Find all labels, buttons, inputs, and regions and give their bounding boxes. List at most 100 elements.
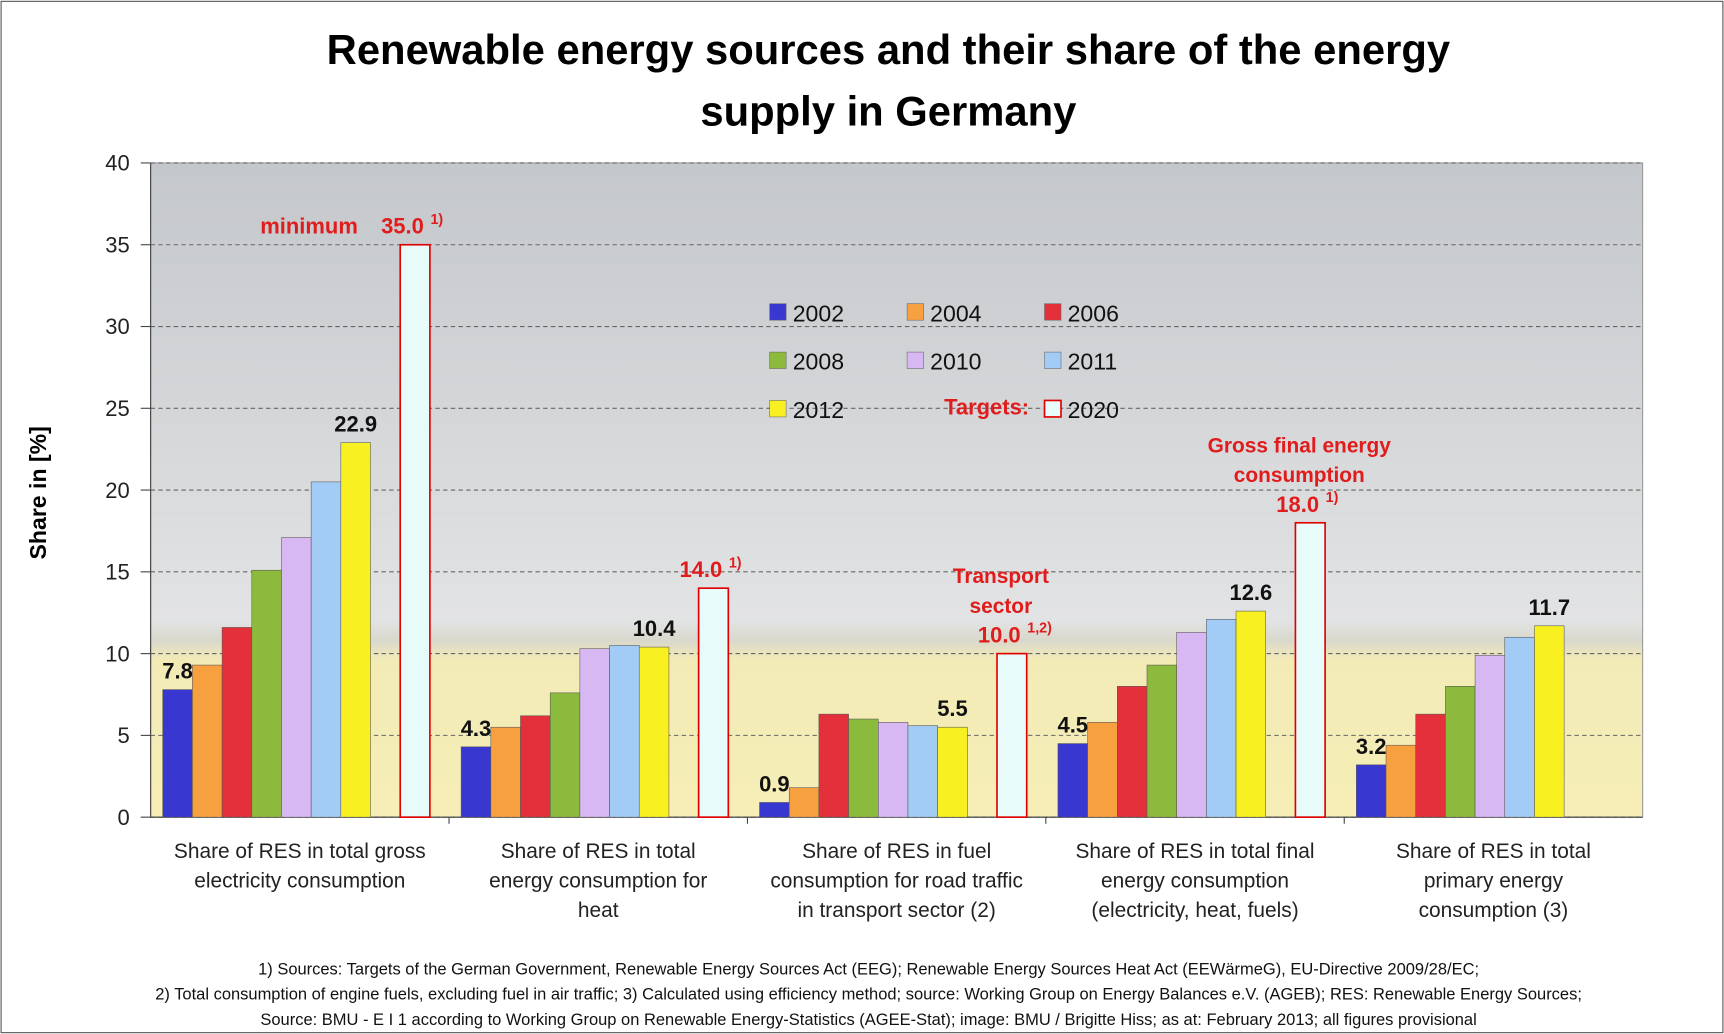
bar xyxy=(1176,632,1207,818)
bar xyxy=(1206,618,1237,818)
bar xyxy=(907,725,938,818)
y-tick-label: 25 xyxy=(105,396,129,421)
data-label: 5.5 xyxy=(937,696,968,721)
y-axis-label: Share in [%] xyxy=(25,426,51,559)
legend-label: 2010 xyxy=(930,349,981,375)
bar xyxy=(579,648,610,818)
bar xyxy=(996,652,1028,818)
bar xyxy=(192,664,223,818)
chart-title: Renewable energy sources and their share… xyxy=(327,26,1450,73)
annotation: minimum xyxy=(260,214,358,239)
bar xyxy=(937,726,968,818)
legend-swatch xyxy=(906,351,924,369)
y-tick-label: 20 xyxy=(105,478,129,503)
legend-swatch xyxy=(769,351,787,369)
legend-label: 2020 xyxy=(1068,397,1119,423)
footnote: Source: BMU - E I 1 according to Working… xyxy=(260,1011,1476,1029)
x-tick-label: Share of RES in total gross xyxy=(174,840,426,863)
bar xyxy=(818,713,849,818)
x-tick-label: consumption (3) xyxy=(1419,899,1569,922)
bar xyxy=(1415,713,1446,818)
bar xyxy=(697,587,730,818)
bar xyxy=(609,645,640,818)
x-tick-label: electricity consumption xyxy=(194,870,405,893)
legend-swatch xyxy=(1044,303,1062,321)
data-label: 22.9 xyxy=(334,412,377,437)
bar xyxy=(1356,764,1387,818)
annotation-note: 1) xyxy=(430,212,443,228)
legend-swatch xyxy=(906,303,924,321)
data-label: 0.9 xyxy=(759,771,790,796)
bar xyxy=(281,537,312,818)
data-label: 4.5 xyxy=(1057,713,1088,738)
bar xyxy=(1534,625,1565,818)
legend-label: 2008 xyxy=(793,349,844,375)
x-tick-label: heat xyxy=(578,899,619,922)
annotation: consumption xyxy=(1234,464,1365,487)
bar xyxy=(1235,610,1267,818)
x-tick-label: energy consumption for xyxy=(489,870,707,893)
data-label: 18.0 xyxy=(1276,492,1319,517)
bar xyxy=(1445,686,1476,818)
annotation-note: 1) xyxy=(1326,490,1339,506)
legend-label: 2006 xyxy=(1068,300,1119,326)
y-tick-label: 30 xyxy=(105,314,129,339)
bar xyxy=(460,746,492,818)
x-tick-label: Share of RES in total final xyxy=(1076,840,1315,863)
bar xyxy=(759,802,790,818)
bar xyxy=(251,569,282,818)
chart-title: supply in Germany xyxy=(700,88,1076,135)
bar xyxy=(399,243,431,818)
data-label: 35.0 xyxy=(381,214,424,239)
bar xyxy=(788,787,820,818)
bar xyxy=(1146,664,1177,818)
bar xyxy=(340,442,371,818)
legend-label: 2002 xyxy=(793,300,844,326)
legend-label: 2004 xyxy=(930,300,982,326)
y-tick-label: 0 xyxy=(118,805,130,830)
annotation: Transport xyxy=(953,565,1049,588)
data-label: 3.2 xyxy=(1356,734,1387,759)
x-tick-label: consumption for road traffic xyxy=(770,870,1023,893)
annotation: Gross final energy xyxy=(1208,434,1392,457)
legend-targets-label: Targets: xyxy=(944,395,1029,420)
bar xyxy=(1504,636,1535,818)
x-tick-label: energy consumption xyxy=(1101,870,1289,893)
legend-label: 2011 xyxy=(1068,349,1118,375)
bar xyxy=(1087,722,1118,818)
legend-label: 2012 xyxy=(793,397,844,423)
y-tick-label: 35 xyxy=(105,232,129,257)
legend-swatch xyxy=(1043,399,1062,418)
x-tick-label: in transport sector (2) xyxy=(797,899,995,922)
annotation-note: 1,2) xyxy=(1027,621,1052,637)
y-tick-label: 10 xyxy=(105,641,129,666)
x-tick-label: Share of RES in total xyxy=(501,840,696,863)
bar xyxy=(1385,744,1416,818)
bar xyxy=(490,726,521,818)
bar xyxy=(310,481,342,818)
bar xyxy=(221,627,253,818)
y-tick-label: 15 xyxy=(105,560,129,585)
footnote: 1) Sources: Targets of the German Govern… xyxy=(258,960,1479,978)
bar xyxy=(877,722,909,818)
bar xyxy=(848,718,879,818)
x-tick-label: primary energy xyxy=(1424,870,1564,893)
data-label: 10.0 xyxy=(978,623,1021,648)
footnote: 2) Total consumption of engine fuels, ex… xyxy=(155,986,1582,1004)
bar xyxy=(1057,743,1088,818)
data-label: 11.7 xyxy=(1529,595,1571,620)
x-tick-label: Share of RES in total xyxy=(1396,840,1591,863)
bar xyxy=(162,689,193,818)
legend-swatch xyxy=(769,303,787,321)
annotation: sector xyxy=(970,595,1033,618)
legend-swatch xyxy=(1044,351,1062,369)
y-tick-label: 5 xyxy=(118,723,130,748)
legend-swatch xyxy=(769,400,787,418)
bar xyxy=(1117,686,1148,818)
annotation-note: 1) xyxy=(729,555,742,571)
data-label: 7.8 xyxy=(162,659,193,684)
bar xyxy=(1474,654,1506,818)
bar xyxy=(549,692,581,818)
x-tick-label: (electricity, heat, fuels) xyxy=(1091,899,1298,922)
